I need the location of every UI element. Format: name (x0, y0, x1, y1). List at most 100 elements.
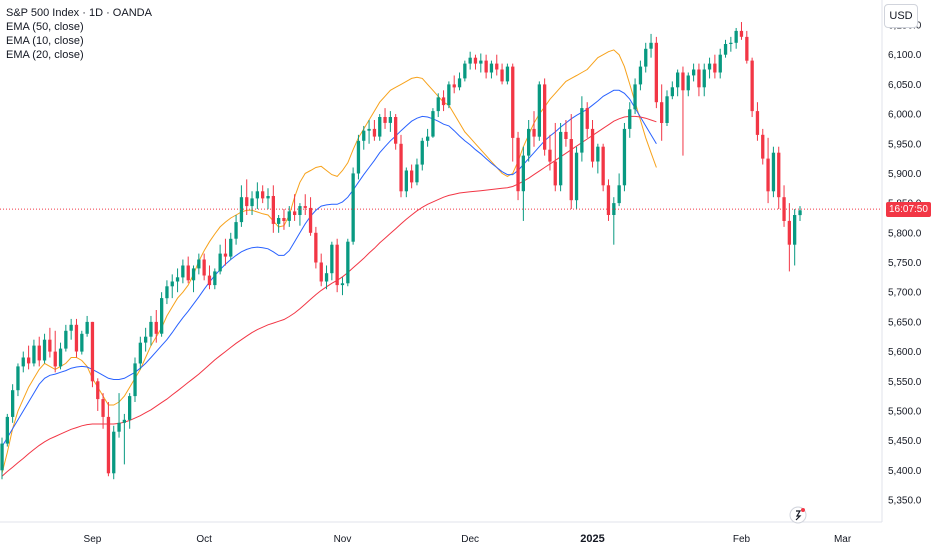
candle (154, 310, 158, 343)
ema-line-3 (1, 115, 657, 477)
candle (734, 27, 738, 49)
candle (495, 54, 499, 76)
candle-body (181, 265, 185, 278)
candle (48, 327, 52, 358)
candle-body (665, 96, 669, 123)
candle (367, 120, 371, 144)
candle-body (5, 416, 9, 444)
candle-body (564, 131, 568, 139)
time-tick-label: Nov (334, 534, 352, 545)
price-tick-label: 5,950.0 (888, 139, 922, 150)
candle (771, 146, 776, 198)
candle-body (372, 128, 377, 137)
candle (85, 315, 89, 337)
candle-body (495, 63, 499, 70)
candle (213, 268, 217, 290)
candle-body (277, 218, 281, 224)
candle-body (457, 78, 462, 88)
candle-body (612, 203, 616, 215)
candle (58, 342, 63, 370)
candle-body (223, 253, 228, 257)
price-tick-label: 5,650.0 (888, 317, 922, 328)
candle-body (500, 69, 504, 82)
candle-body (138, 342, 142, 364)
candle (601, 143, 605, 192)
candle (293, 194, 297, 221)
candle (319, 253, 323, 287)
candle (590, 120, 595, 168)
candle (53, 330, 57, 373)
candle-body (74, 324, 79, 352)
candle (654, 36, 658, 109)
candle (69, 318, 73, 340)
candle (782, 185, 786, 227)
candle-body (165, 286, 169, 299)
currency-button[interactable]: USD (884, 4, 918, 28)
candle (745, 30, 749, 64)
candle (250, 191, 254, 215)
candle-body (202, 259, 206, 276)
candle (521, 146, 525, 221)
candle (697, 63, 701, 97)
candle (723, 39, 728, 58)
time-tick-label: Sep (84, 534, 102, 545)
candle-body (798, 210, 802, 216)
candle (686, 72, 690, 97)
candle-body (234, 222, 238, 239)
candle (436, 93, 440, 118)
candle-body (468, 57, 472, 64)
price-countdown-badge: 16:07:50 (886, 201, 931, 217)
candle (90, 321, 95, 388)
candle-body (713, 63, 717, 73)
candle-body (532, 128, 536, 137)
candle (649, 33, 653, 58)
candle-body (543, 84, 547, 150)
candle-body (777, 152, 781, 198)
ema50-label[interactable]: EMA (50, close) (6, 21, 84, 33)
candle-body (207, 275, 212, 286)
ema20-label[interactable]: EMA (20, close) (6, 49, 84, 61)
candle-body (537, 84, 541, 137)
candle (468, 51, 472, 70)
candle (489, 60, 494, 79)
candle-body (90, 321, 95, 382)
candle-body (133, 363, 137, 397)
candle (261, 185, 265, 204)
candle-body (644, 48, 648, 67)
candle (585, 102, 589, 138)
candle (144, 327, 148, 352)
candle (223, 238, 228, 266)
candle (372, 120, 377, 141)
candle (543, 78, 547, 156)
time-axis-labels: Sep Oct Nov Dec 2025 Feb Mar (84, 533, 852, 545)
candle (64, 324, 68, 352)
price-tick-label: 5,800.0 (888, 228, 922, 239)
candle-body (420, 140, 424, 165)
candle (457, 72, 462, 91)
candle (255, 182, 259, 210)
candle-body (548, 149, 552, 162)
symbol-title[interactable]: S&P 500 Index · 1D · OANDA (6, 7, 152, 19)
candle-body (681, 72, 685, 91)
candle (596, 143, 600, 174)
candle-body (117, 422, 121, 432)
candle-body (367, 128, 371, 131)
candle (96, 378, 100, 411)
candle-body (335, 244, 339, 286)
candle-body (293, 211, 297, 215)
candle (707, 57, 712, 79)
candle-body (144, 336, 148, 343)
price-tick-label: 6,000.0 (888, 110, 922, 121)
candle-body (569, 139, 573, 201)
candle-body (739, 30, 744, 37)
candle-body (197, 259, 201, 269)
ema10-label[interactable]: EMA (10, close) (6, 35, 84, 47)
candle-body (734, 30, 738, 43)
candle-body (48, 339, 52, 352)
candle-body (484, 60, 488, 73)
candle (569, 114, 573, 210)
candle (16, 363, 20, 397)
candle (755, 102, 760, 141)
candle-body (362, 130, 366, 141)
